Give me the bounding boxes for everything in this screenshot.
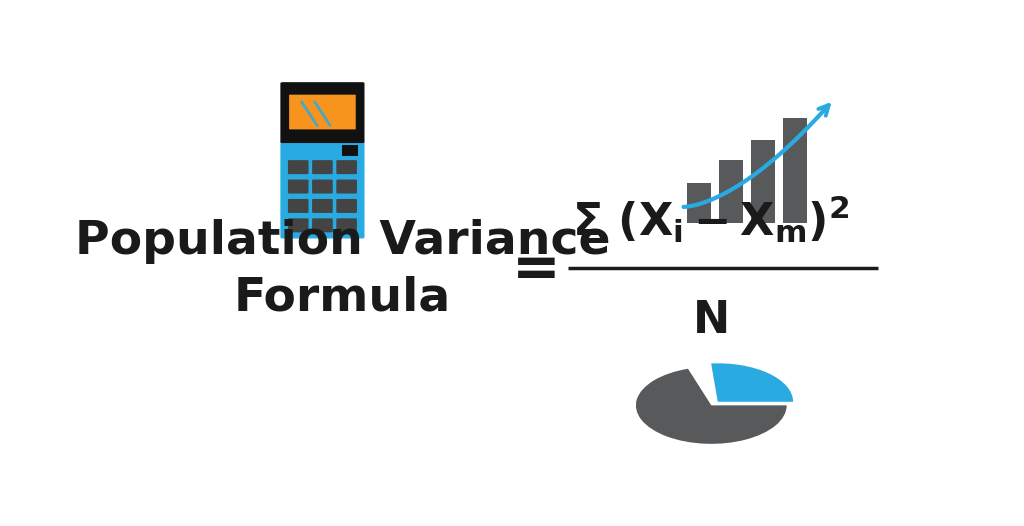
FancyBboxPatch shape xyxy=(288,199,308,213)
FancyBboxPatch shape xyxy=(336,160,357,174)
Bar xyxy=(719,160,743,223)
Wedge shape xyxy=(688,367,712,406)
FancyBboxPatch shape xyxy=(289,95,355,129)
FancyBboxPatch shape xyxy=(281,140,365,238)
FancyBboxPatch shape xyxy=(288,179,308,194)
Text: N: N xyxy=(692,299,730,342)
Wedge shape xyxy=(711,363,794,402)
FancyBboxPatch shape xyxy=(312,179,333,194)
FancyBboxPatch shape xyxy=(336,179,357,194)
FancyBboxPatch shape xyxy=(288,218,308,232)
Text: Population Variance: Population Variance xyxy=(75,219,610,264)
Text: =: = xyxy=(512,241,561,298)
Bar xyxy=(751,140,775,223)
FancyBboxPatch shape xyxy=(336,199,357,213)
FancyBboxPatch shape xyxy=(281,82,365,143)
FancyBboxPatch shape xyxy=(288,160,308,174)
Text: Formula: Formula xyxy=(233,276,451,320)
Text: $\mathbf{\Sigma}$ $\mathbf{(X_i - X_m)^2}$: $\mathbf{\Sigma}$ $\mathbf{(X_i - X_m)^2… xyxy=(572,193,850,245)
Bar xyxy=(342,145,358,156)
Wedge shape xyxy=(636,369,786,444)
FancyBboxPatch shape xyxy=(312,160,333,174)
Bar xyxy=(782,118,807,223)
FancyBboxPatch shape xyxy=(336,218,357,232)
FancyBboxPatch shape xyxy=(312,199,333,213)
Bar xyxy=(687,183,712,223)
FancyBboxPatch shape xyxy=(312,218,333,232)
